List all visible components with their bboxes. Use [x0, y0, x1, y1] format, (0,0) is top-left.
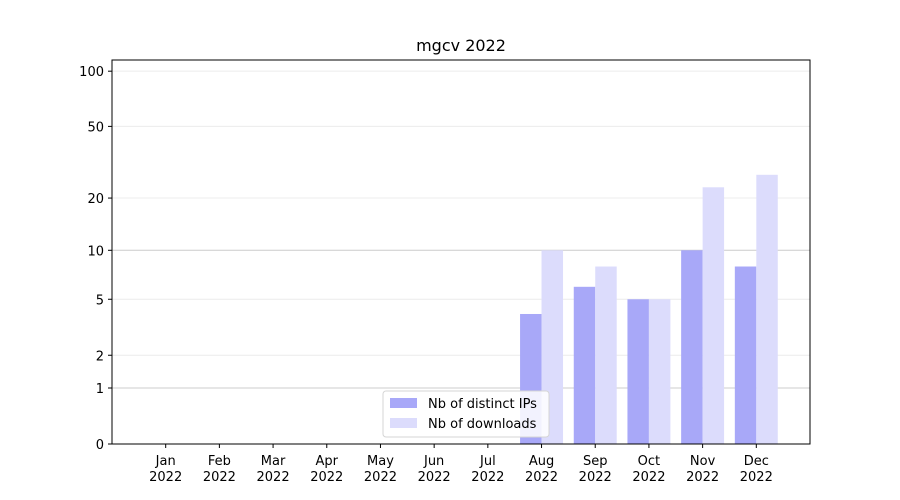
x-tick-label: Jun 2022: [418, 454, 451, 485]
y-tick-label: 50: [87, 120, 104, 135]
legend-swatch: [390, 418, 417, 428]
bar: [756, 174, 778, 444]
bar: [681, 250, 703, 444]
bar: [702, 187, 725, 444]
bar: [573, 286, 596, 444]
x-tick-label: May 2022: [364, 454, 397, 485]
y-tick-label: 1: [96, 382, 104, 397]
legend-box: [382, 390, 550, 438]
x-tick-label: Jul 2022: [471, 454, 504, 485]
x-tick-label: Nov 2022: [686, 454, 719, 485]
x-tick-label: Apr 2022: [310, 454, 343, 485]
legend-label: Nb of downloads: [428, 417, 537, 432]
bar: [734, 266, 757, 444]
x-tick-label: Oct 2022: [632, 454, 665, 485]
bar: [627, 299, 649, 444]
y-tick-label: 2: [96, 349, 104, 364]
x-tick-label: Jan 2022: [149, 454, 182, 485]
plot-frame: [111, 59, 811, 445]
legend-swatch: [390, 398, 417, 408]
x-tick-label: Mar 2022: [257, 454, 290, 485]
y-tick-label: 20: [87, 192, 104, 207]
legend-label: Nb of distinct IPs: [428, 397, 537, 412]
y-tick-label: 5: [96, 293, 104, 308]
y-tick-label: 0: [96, 438, 104, 453]
bar: [648, 299, 671, 444]
y-tick-label: 10: [87, 244, 104, 259]
y-tick-label: 100: [79, 65, 104, 80]
x-tick-label: Aug 2022: [525, 454, 558, 485]
x-tick-label: Sep 2022: [579, 454, 612, 485]
x-tick-label: Dec 2022: [740, 454, 773, 485]
bar: [595, 266, 617, 444]
chart-title: mgcv 2022: [416, 36, 506, 55]
x-tick-label: Feb 2022: [203, 454, 236, 485]
